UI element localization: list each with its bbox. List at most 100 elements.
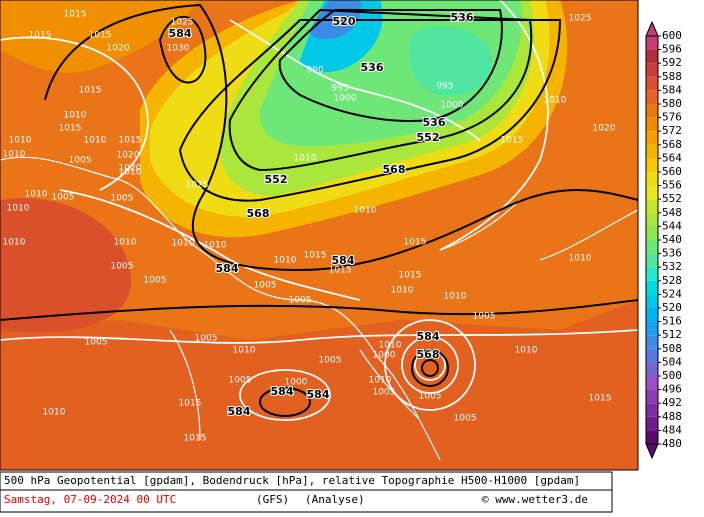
colorbar-bin (646, 131, 658, 145)
pressure-label: 1005 (289, 296, 312, 306)
colorbar-bin (646, 199, 658, 213)
pressure-label: 1010 (9, 136, 32, 146)
pressure-label: 1010 (172, 239, 195, 249)
footer-box (0, 471, 613, 513)
pressure-label: 1005 (111, 262, 134, 272)
colorbar-bin (646, 308, 658, 322)
colorbar-tick-label: 500 (662, 369, 682, 382)
height-label: 552 (417, 131, 440, 144)
pressure-label: 1015 (184, 434, 207, 444)
pressure-label: 1005 (85, 338, 108, 348)
pressure-label: 1010 (3, 238, 26, 248)
hot-zone (0, 198, 132, 333)
colorbar-bin (646, 267, 658, 281)
height-label: 584 (332, 254, 355, 267)
pressure-label: 1005 (229, 376, 252, 386)
pressure-label: 1005 (254, 281, 277, 291)
pressure-label: 1015 (59, 124, 82, 134)
height-label: 584 (271, 385, 294, 398)
mild-zone (0, 0, 200, 73)
pressure-label: 1005 (473, 312, 496, 322)
pressure-label: 1010 (379, 341, 402, 351)
colorbar-tick-label: 552 (662, 192, 682, 205)
pressure-label: 1015 (179, 399, 202, 409)
footer-date: Samstag, 07-09-2024 00 UTC (4, 493, 176, 506)
colorbar-tick-label: 588 (662, 70, 682, 83)
colorbar-tick-label: 572 (662, 124, 682, 137)
colorbar-bin (646, 389, 658, 404)
pressure-label: 1005 (419, 392, 442, 402)
colorbar-tick-label: 496 (662, 383, 682, 396)
pressure-label: 1015 (89, 31, 112, 41)
pressure-label: 1020 (107, 44, 130, 54)
pressure-label: 1005 (319, 356, 342, 366)
colorbar-tick-label: 544 (662, 219, 682, 232)
colorbar-tick-label: 484 (662, 423, 682, 436)
colorbar-bin (646, 376, 658, 390)
colorbar-tick-label: 480 (662, 437, 682, 450)
colorbar-tick-label: 584 (662, 83, 682, 96)
pressure-label: 1010 (294, 154, 317, 164)
colorbar-bin (646, 253, 658, 268)
colorbar-bin (646, 144, 658, 159)
pressure-label: 1010 (274, 256, 297, 266)
pressure-label: 1015 (64, 10, 87, 20)
colorbar-bin (646, 321, 658, 336)
pressure-label: 995 (436, 82, 453, 92)
pressure-label: 1010 (444, 292, 467, 302)
colorbar-tick-label: 580 (662, 97, 682, 110)
pressure-label: 1020 (117, 151, 140, 161)
pressure-label: 1025 (186, 181, 209, 191)
footer-model: (GFS) (256, 493, 289, 506)
height-label: 520 (333, 15, 356, 28)
pressure-label: 1010 (119, 168, 142, 178)
pressure-label: 1015 (589, 394, 612, 404)
pressure-label: 1005 (373, 388, 396, 398)
pressure-label: 1005 (144, 276, 167, 286)
colorbar-tick-label: 536 (662, 247, 682, 260)
colorbar-bin (646, 294, 658, 308)
pressure-label: 1005 (195, 334, 218, 344)
colorbar-bin (646, 117, 658, 132)
pressure-label: 1015 (404, 238, 427, 248)
pressure-label: 1010 (3, 150, 26, 160)
colorbar-bin (646, 240, 658, 254)
pressure-label: 995 (331, 84, 348, 94)
colorbar-tick-label: 556 (662, 179, 682, 192)
pressure-label: 1025 (171, 18, 194, 28)
colorbar-bin (646, 90, 658, 104)
colorbar-bin (646, 416, 658, 431)
colorbar-tick-label: 576 (662, 111, 682, 124)
pressure-label: 1010 (544, 96, 567, 106)
pressure-label: 1010 (569, 254, 592, 264)
pressure-label: 1010 (7, 204, 30, 214)
height-label: 568 (383, 163, 406, 176)
pressure-label: 990 (306, 66, 323, 76)
pressure-label: 1010 (64, 111, 87, 121)
pressure-label: 1000 (334, 94, 357, 104)
colorbar-bin (646, 335, 658, 349)
pressure-label: 1010 (204, 241, 227, 251)
pressure-label: 1010 (114, 238, 137, 248)
colorbar-tick-label: 508 (662, 342, 682, 355)
colorbar-tick-label: 560 (662, 165, 682, 178)
pressure-label: 1010 (25, 190, 48, 200)
pressure-label: 1020 (593, 124, 616, 134)
pressure-label: 1010 (354, 206, 377, 216)
colorbar-tick-label: 596 (662, 43, 682, 56)
colorbar-tick-label: 528 (662, 274, 682, 287)
colorbar-bin (646, 430, 658, 444)
colorbar-tick-label: 524 (662, 287, 682, 300)
height-label: 568 (417, 348, 440, 361)
colorbar-tick-label: 540 (662, 233, 682, 246)
pressure-label: 1010 (515, 346, 538, 356)
colorbar-bin (646, 172, 658, 186)
pressure-label: 1015 (501, 136, 524, 146)
pressure-label: 1010 (391, 286, 414, 296)
colorbar-tick-label: 600 (662, 29, 682, 42)
colorbar-bin (646, 104, 658, 118)
cold-core (408, 26, 492, 96)
pressure-label: 1005 (52, 193, 75, 203)
pressure-label: 1020 (119, 164, 142, 174)
